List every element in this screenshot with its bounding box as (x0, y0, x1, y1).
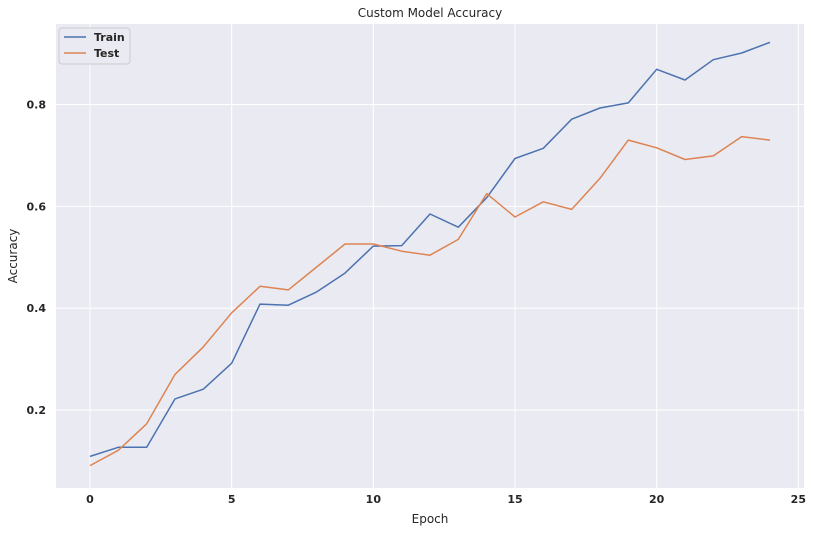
y-tick-label: 0.2 (27, 404, 47, 417)
legend-label-train: Train (94, 31, 125, 44)
x-tick-label: 25 (791, 493, 806, 506)
x-tick-label: 0 (86, 493, 94, 506)
legend-label-test: Test (94, 47, 119, 60)
y-tick-label: 0.4 (27, 302, 47, 315)
series-line-train (89, 41, 771, 458)
x-tick-label: 15 (507, 493, 522, 506)
x-tick-labels: 0 5 10 15 20 25 (86, 493, 806, 506)
y-tick-labels: 0.2 0.4 0.6 0.8 (27, 98, 47, 417)
x-tick-label: 10 (366, 493, 382, 506)
plot-area (56, 24, 804, 488)
legend: Train Test (58, 27, 131, 65)
series-line-test (89, 135, 771, 467)
y-tick-label: 0.6 (27, 200, 47, 213)
y-axis-label: Accuracy (6, 229, 20, 284)
y-tick-label: 0.8 (27, 98, 47, 111)
chart-title: Custom Model Accuracy (358, 6, 502, 20)
x-axis-label: Epoch (412, 512, 449, 526)
x-tick-label: 5 (228, 493, 236, 506)
x-tick-label: 20 (649, 493, 665, 506)
grid-lines (56, 24, 804, 488)
series-lines (89, 41, 771, 467)
